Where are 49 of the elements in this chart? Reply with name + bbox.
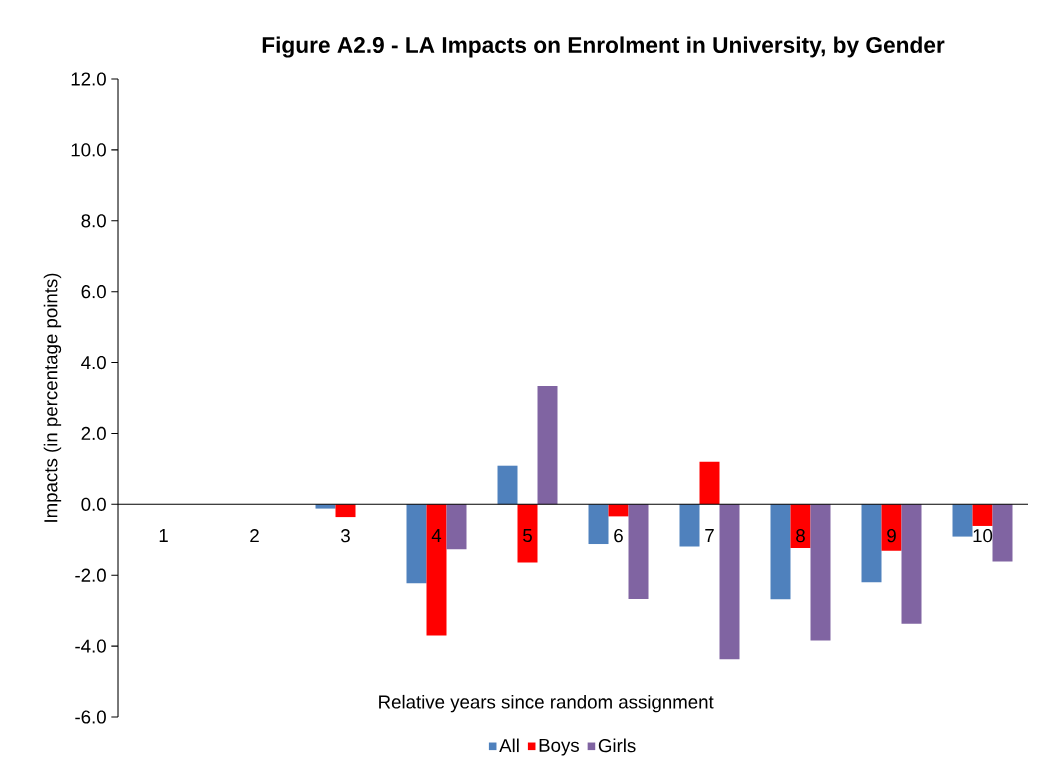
bar <box>426 504 447 636</box>
x-tick-label: 3 <box>341 529 350 543</box>
bar <box>315 504 336 509</box>
y-tick-label: 6.0 <box>81 285 106 299</box>
bar <box>446 504 467 550</box>
x-tick-label: 2 <box>250 529 259 543</box>
x-tick-label: 5 <box>523 529 532 543</box>
x-axis-title: Relative years since random assignment <box>379 694 714 713</box>
bar <box>588 504 609 545</box>
y-tick-label: 2.0 <box>81 426 106 441</box>
legend-label: All <box>499 738 519 753</box>
x-tick-label: 8 <box>796 529 805 543</box>
y-tick-label: 12.0 <box>71 72 106 86</box>
legend-label: Girls <box>598 738 636 753</box>
bar <box>719 504 740 660</box>
y-tick-label: -6.0 <box>75 710 106 724</box>
x-tick-label: 7 <box>705 529 714 542</box>
bar <box>608 504 629 517</box>
chart-title: Figure A2.9 - LA Impacts on Enrolment in University, by Gender <box>262 36 945 58</box>
bar <box>699 461 720 505</box>
bar <box>972 504 993 526</box>
bar <box>810 504 831 641</box>
x-tick-label: 1 <box>159 529 168 542</box>
y-tick-label: 10.0 <box>71 143 106 157</box>
y-tick-label: 4.0 <box>81 355 106 370</box>
bar <box>861 504 882 583</box>
x-tick-label: 9 <box>887 529 896 543</box>
bar <box>881 504 902 551</box>
y-axis-title: Impacts (in percentage points) <box>43 273 62 522</box>
bar <box>517 504 538 563</box>
bar <box>992 504 1013 562</box>
x-tick-label: 4 <box>431 529 442 542</box>
bar <box>790 504 811 548</box>
y-tick-label: -2.0 <box>75 568 106 582</box>
bar <box>537 385 558 505</box>
legend-label: Boys <box>539 738 579 756</box>
bar <box>335 504 356 518</box>
y-tick-label: -4.0 <box>75 639 106 653</box>
y-tick-label: 0.0 <box>81 497 106 511</box>
bar <box>628 504 649 599</box>
bar <box>901 504 922 624</box>
x-tick-label: 10 <box>973 529 993 543</box>
bar <box>497 465 518 505</box>
y-tick-label: 8.0 <box>81 214 106 228</box>
bar <box>952 504 973 537</box>
bar <box>770 504 791 600</box>
x-tick-label: 6 <box>614 529 623 543</box>
bar <box>679 504 700 547</box>
bar <box>406 504 427 584</box>
